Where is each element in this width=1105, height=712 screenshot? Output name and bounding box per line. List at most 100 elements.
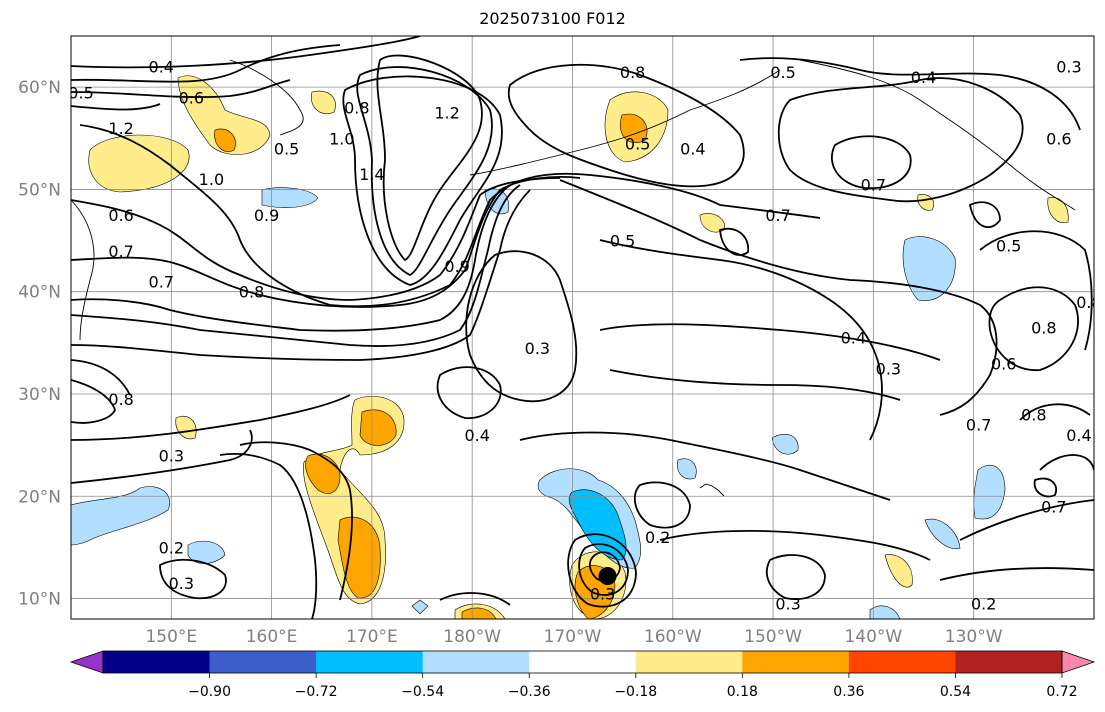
contour-label: 0.6: [991, 354, 1016, 373]
map-frame: [70, 35, 1095, 620]
contour-label: 0.2: [159, 538, 184, 557]
longitude-tick-label: 150°W: [744, 627, 802, 647]
positive-anomaly-region: [359, 409, 397, 446]
contour-line: [1019, 403, 1091, 421]
contour-line: [1033, 477, 1058, 498]
negative-anomaly-region: [677, 458, 697, 480]
contour-label: 0.3: [775, 595, 800, 614]
contour-line: [519, 431, 891, 501]
contour-label: 0.8: [108, 390, 133, 409]
contour-line: [71, 394, 351, 441]
colorbar-tick-label: 0.54: [940, 684, 971, 700]
contour-label: 0.6: [1046, 129, 1071, 148]
contour-line: [71, 379, 116, 424]
coastline-asia: [71, 199, 95, 341]
colorbar-segment: [529, 651, 637, 673]
contour-label: 0.7: [108, 242, 133, 261]
contour-label: 0.4: [149, 58, 174, 77]
contour-label: 0.4: [1066, 426, 1091, 445]
contour-label: 0.4: [680, 140, 705, 159]
colorbar: −0.90 −0.72 −0.54 −0.36 −0.18 0.18 0.36 0.54 0.7…: [69, 650, 1096, 700]
contour-label: 0.8: [620, 63, 645, 82]
contour-label: 0.5: [274, 140, 299, 159]
contour-label: 0.3: [1056, 58, 1081, 77]
contour-line: [609, 369, 901, 401]
contour-line: [239, 441, 353, 601]
latitude-tick-label: 50°N: [18, 180, 61, 200]
contour-label: 0.8: [1076, 293, 1101, 312]
contour-label: 0.6: [179, 88, 204, 107]
contour-label: 0.8: [1031, 319, 1056, 338]
contour-label: 0.6: [108, 206, 133, 225]
coastlines: [71, 59, 1076, 497]
negative-anomaly-region: [869, 605, 901, 619]
negative-anomaly-region: [71, 486, 170, 546]
longitude-tick-label: 150°E: [145, 627, 197, 647]
positive-anomaly-region: [214, 128, 236, 152]
colorbar-tick-label: 0.72: [1046, 684, 1077, 700]
contour-line: [71, 177, 561, 301]
coastline-aleutians: [469, 69, 781, 176]
contour-line: [599, 239, 883, 441]
contour-line: [159, 558, 227, 600]
colorbar-segment: [316, 651, 424, 673]
contour-line: [71, 79, 291, 98]
contour-line: [633, 481, 691, 529]
contour-label: 0.8: [239, 283, 264, 302]
negative-anomaly-region: [568, 489, 627, 561]
contour-line: [988, 286, 1079, 371]
contour-label: 0.5: [610, 232, 635, 251]
positive-anomaly-region: [337, 516, 381, 599]
positive-anomaly-region: [177, 75, 271, 155]
colorbar-extend-high: [1061, 650, 1096, 674]
negative-anomaly-region: [973, 465, 1006, 520]
contour-label: 0.3: [169, 574, 194, 593]
coastline-alaska: [799, 59, 1076, 211]
contour-label: 0.7: [966, 416, 991, 435]
contour-line: [376, 54, 483, 262]
contour-label: 1.0: [329, 129, 354, 148]
contour-line: [567, 533, 637, 608]
positive-anomaly-region: [88, 134, 190, 193]
contour-label: 0.2: [645, 528, 670, 547]
contour-label: 0.7: [861, 175, 886, 194]
positive-anomaly-region: [884, 554, 913, 588]
latitude-tick-labels: 10°N 20°N 30°N 40°N 50°N 60°N: [18, 78, 61, 609]
contour-label: 0.4: [911, 68, 936, 87]
contour-line: [465, 250, 578, 403]
colorbar-tick-label: 0.18: [727, 684, 758, 700]
latitude-tick-label: 60°N: [18, 78, 61, 98]
contour-line: [968, 201, 1001, 229]
contour-label: 1.4: [359, 165, 384, 184]
colorbar-segment: [635, 651, 743, 673]
negative-anomaly-region: [924, 518, 961, 550]
map-title: 2025073100 F012: [479, 9, 626, 28]
contour-line: [659, 529, 931, 561]
storm-center-marker: [598, 567, 617, 586]
contour-label: 0.2: [971, 595, 996, 614]
contour-line: [71, 184, 521, 347]
contour-label: 0.7: [765, 206, 790, 225]
contour-label: 1.0: [199, 170, 224, 189]
contour-label: 0.5: [625, 134, 650, 153]
contour-line: [71, 103, 161, 111]
shading-layer: [71, 75, 1069, 619]
coastline-kamchatka: [229, 59, 304, 136]
colorbar-tick-label: 0.36: [833, 684, 864, 700]
contour-line: [939, 567, 1094, 581]
longitude-tick-label: 180°W: [443, 627, 501, 647]
negative-anomaly-region: [902, 236, 956, 302]
contour-label: 0.3: [590, 584, 615, 603]
contour-line: [342, 75, 503, 286]
contour-line: [439, 592, 511, 606]
positive-anomaly-region: [461, 607, 497, 619]
contour-label: 0.9: [444, 257, 469, 276]
colorbar-extend-low: [69, 650, 104, 674]
latitude-tick-label: 20°N: [18, 487, 61, 507]
longitude-tick-label: 170°E: [346, 627, 398, 647]
contour-line: [959, 499, 1094, 541]
contour-line: [578, 543, 629, 596]
positive-anomaly-region: [917, 194, 935, 211]
longitude-tick-label: 170°W: [544, 627, 602, 647]
colorbar-segment: [955, 651, 1063, 673]
